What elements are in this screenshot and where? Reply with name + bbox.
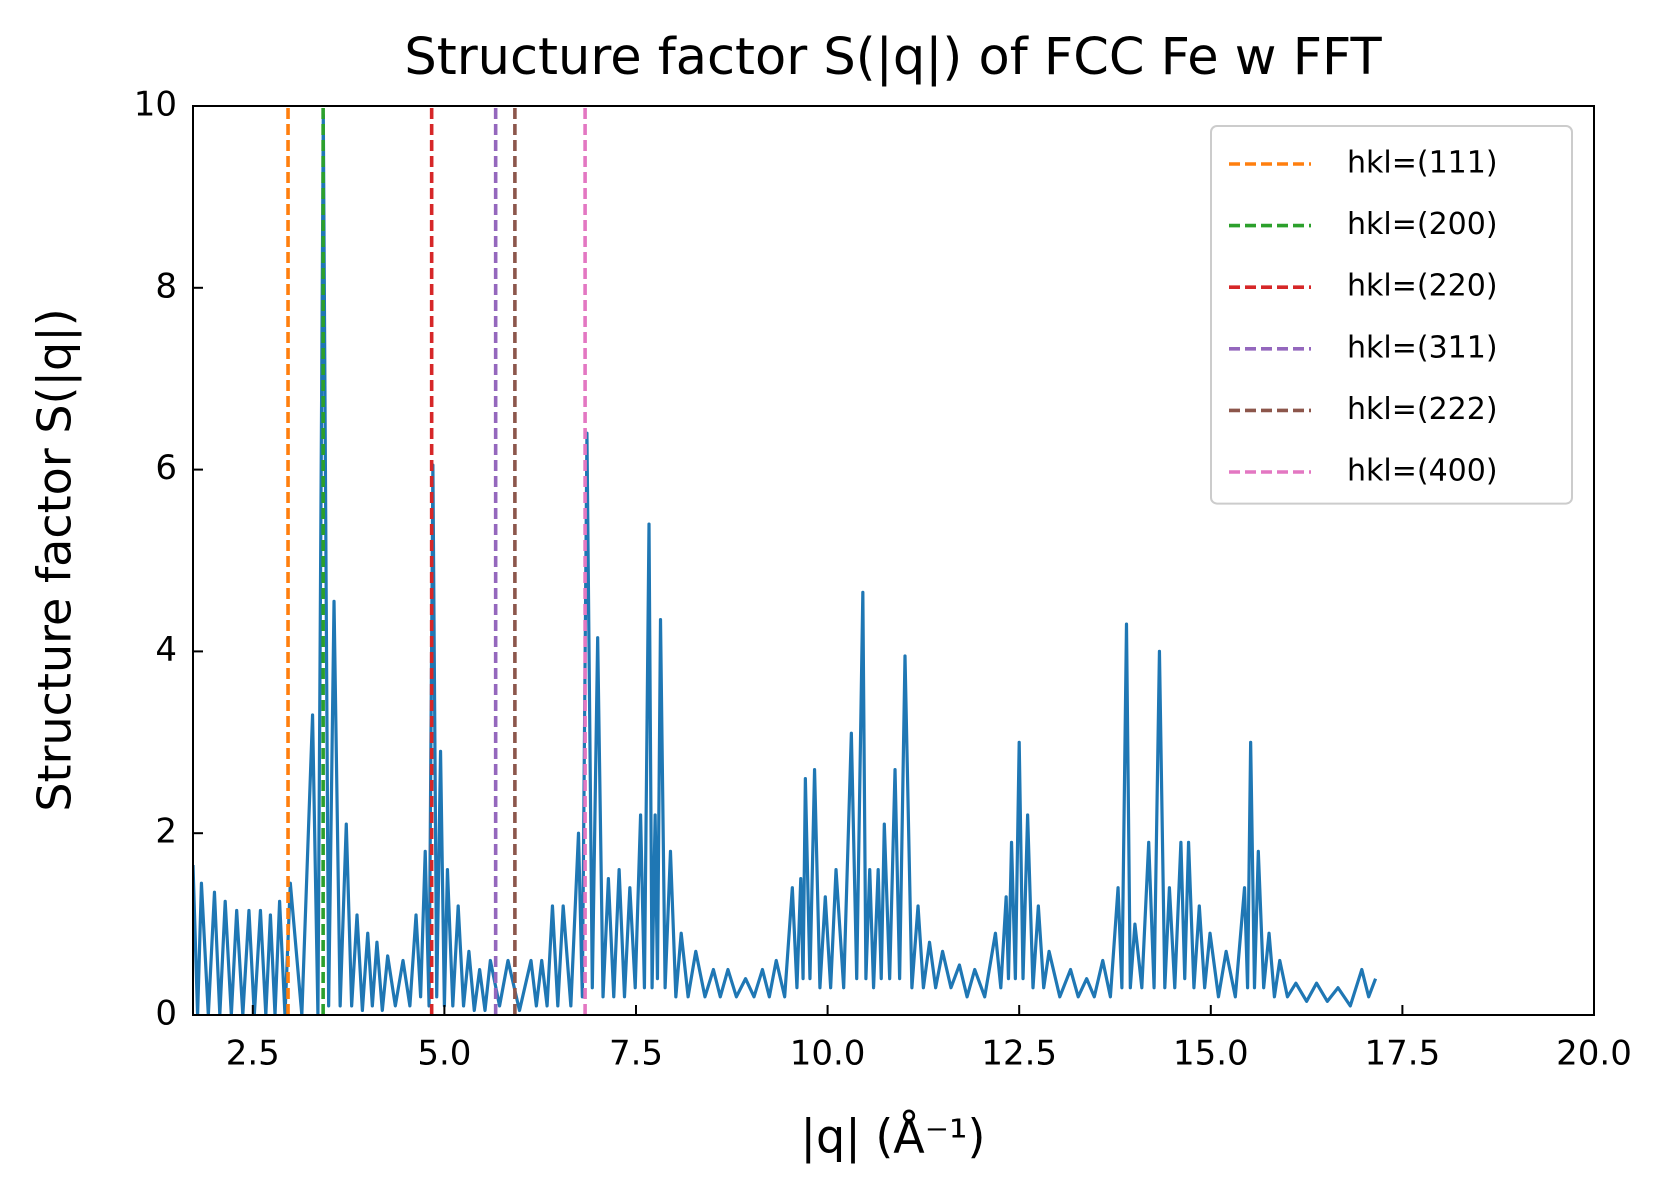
y-tick-label: 10: [134, 85, 177, 125]
x-tick-label: 7.5: [609, 1034, 663, 1074]
x-tick-label: 20.0: [1556, 1034, 1632, 1074]
legend: hkl=(111) hkl=(200) hkl=(220) hkl=(311) hkl=…: [1210, 125, 1573, 505]
y-tick-label: 2: [155, 812, 177, 852]
legend-box: [1210, 125, 1573, 505]
chart-title: Structure factor S(|q|) of FCC Fe w FFT: [404, 28, 1382, 87]
legend-label: hkl=(311): [1347, 330, 1498, 365]
legend-label: hkl=(220): [1347, 269, 1498, 304]
x-tick-label: 2.5: [226, 1034, 280, 1074]
plot-area: [193, 106, 1378, 1015]
x-tick-label: 5.0: [417, 1034, 471, 1074]
legend-label: hkl=(111): [1347, 146, 1498, 181]
legend-label: hkl=(200): [1347, 207, 1498, 242]
x-tick-label: 12.5: [981, 1034, 1057, 1074]
x-tick-label: 17.5: [1365, 1034, 1441, 1074]
x-axis-label: |q| (Å⁻¹): [801, 1110, 986, 1165]
y-axis-label: Structure factor S(|q|): [28, 308, 83, 811]
legend-label: hkl=(400): [1347, 454, 1498, 489]
data-line: [193, 113, 1378, 1015]
y-tick-label: 0: [155, 994, 177, 1034]
y-tick-label: 6: [155, 448, 177, 488]
y-tick-label: 4: [155, 630, 177, 670]
x-tick-label: 15.0: [1173, 1034, 1249, 1074]
y-tick-label: 8: [155, 266, 177, 306]
x-tick-label: 10.0: [790, 1034, 866, 1074]
axes-frame: [192, 105, 1595, 1016]
legend-label: hkl=(222): [1347, 392, 1498, 427]
